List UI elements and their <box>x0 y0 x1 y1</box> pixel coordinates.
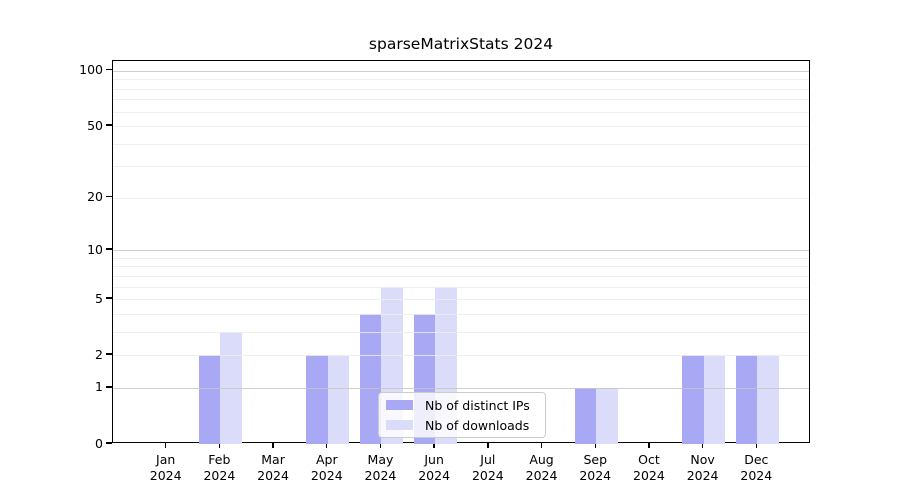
y-tick-label-10: 10 <box>87 241 103 257</box>
bar-distinct-ips-sep <box>574 387 597 444</box>
x-tick-label-feb: Feb 2024 <box>187 452 251 483</box>
y-tick-label-1: 1 <box>95 379 103 395</box>
gridline-major-1 <box>113 387 809 389</box>
gridline-minor-90 <box>113 79 809 81</box>
x-tick-year: 2024 <box>579 467 612 483</box>
x-tick-label-oct: Oct 2024 <box>617 452 681 483</box>
bar-distinct-ips-dec <box>735 355 758 444</box>
x-tick-label-dec: Dec 2024 <box>724 452 788 483</box>
x-tick-year: 2024 <box>740 467 773 483</box>
gridline-minor-70 <box>113 99 809 101</box>
x-tick-year: 2024 <box>149 467 182 483</box>
gridline-minor-8 <box>113 266 809 268</box>
bar-distinct-ips-nov <box>682 355 704 444</box>
x-tick-label-aug: Aug 2024 <box>510 452 574 483</box>
x-tick-mark-feb <box>218 443 221 448</box>
x-tick-year: 2024 <box>364 467 397 483</box>
x-tick-year: 2024 <box>418 467 451 483</box>
y-tick-mark-10 <box>106 248 112 250</box>
y-tick-mark-100 <box>106 69 112 71</box>
gridline-major-100 <box>113 70 809 72</box>
bars-layer <box>113 61 809 444</box>
gridline-major-50 <box>113 126 809 128</box>
x-tick-year: 2024 <box>686 467 719 483</box>
x-tick-label-sep: Sep 2024 <box>563 452 627 483</box>
x-tick-mark-sep <box>594 443 596 448</box>
legend-label-downloads: Nb of downloads <box>425 417 530 433</box>
legend-swatch-distinct-ips <box>386 400 413 410</box>
bar-downloads-dec <box>757 355 779 444</box>
gridline-minor-7 <box>113 275 809 277</box>
x-tick-mark-may <box>379 443 382 448</box>
bar-distinct-ips-feb <box>198 355 221 444</box>
y-tick-label-50: 50 <box>87 117 103 133</box>
x-tick-year: 2024 <box>203 467 236 483</box>
x-tick-mark-mar <box>272 443 274 448</box>
x-tick-year: 2024 <box>471 467 504 483</box>
x-tick-label-jun: Jun 2024 <box>402 452 466 483</box>
x-tick-year: 2024 <box>310 467 343 483</box>
x-tick-label-jan: Jan 2024 <box>134 452 198 483</box>
gridline-minor-6 <box>113 286 809 288</box>
y-tick-label-0: 0 <box>95 435 103 451</box>
x-tick-mark-dec <box>755 443 757 448</box>
x-tick-year: 2024 <box>257 467 289 483</box>
x-tick-mark-jun <box>433 443 435 448</box>
gridline-major-20 <box>113 197 809 199</box>
gridline-minor-4 <box>113 313 809 315</box>
gridline-minor-60 <box>113 111 809 113</box>
gridline-minor-9 <box>113 257 809 259</box>
gridline-major-2 <box>113 355 809 357</box>
y-tick-label-5: 5 <box>95 290 103 306</box>
x-tick-year: 2024 <box>525 467 558 483</box>
y-tick-label-2: 2 <box>95 346 103 362</box>
bar-distinct-ips-may <box>359 313 382 444</box>
gridline-minor-3 <box>113 331 809 333</box>
chart-title: sparseMatrixStats 2024 <box>368 35 554 53</box>
legend-swatch-downloads <box>386 420 413 430</box>
y-tick-mark-50 <box>106 124 112 126</box>
bar-downloads-nov <box>703 355 726 444</box>
gridline-minor-30 <box>113 166 809 168</box>
gridline-minor-80 <box>113 88 809 90</box>
y-tick-mark-20 <box>106 196 112 198</box>
x-tick-mark-aug <box>540 443 543 448</box>
x-tick-label-nov: Nov 2024 <box>671 452 735 483</box>
bar-downloads-sep <box>596 387 618 444</box>
gridline-major-10 <box>113 250 809 252</box>
y-tick-label-20: 20 <box>87 189 103 205</box>
legend-label-distinct-ips: Nb of distinct IPs <box>425 397 530 413</box>
x-tick-mark-jan <box>164 443 167 448</box>
x-tick-mark-oct <box>648 443 650 448</box>
x-tick-label-jul: Jul 2024 <box>456 452 520 483</box>
y-tick-mark-1 <box>106 386 112 388</box>
x-tick-year: 2024 <box>633 467 665 483</box>
x-tick-mark-jul <box>487 443 489 448</box>
gridline-major-5 <box>113 299 809 301</box>
bar-distinct-ips-apr <box>306 355 328 444</box>
x-tick-label-may: May 2024 <box>348 452 412 483</box>
y-tick-mark-0 <box>106 442 112 444</box>
y-tick-mark-5 <box>106 297 112 299</box>
y-tick-mark-2 <box>106 353 112 355</box>
legend: Nb of distinct IPs Nb of downloads <box>378 392 546 438</box>
grid-layer <box>113 61 809 442</box>
x-tick-label-mar: Mar 2024 <box>241 452 305 483</box>
gridline-minor-40 <box>113 143 809 145</box>
plot-area <box>112 60 810 444</box>
x-tick-mark-nov <box>701 443 704 448</box>
bar-downloads-apr <box>327 355 350 444</box>
x-tick-mark-apr <box>326 443 328 448</box>
legend-row-downloads: Nb of downloads <box>386 418 537 433</box>
legend-row-distinct-ips: Nb of distinct IPs <box>386 398 537 413</box>
x-tick-label-apr: Apr 2024 <box>295 452 359 483</box>
y-tick-label-100: 100 <box>79 62 103 78</box>
